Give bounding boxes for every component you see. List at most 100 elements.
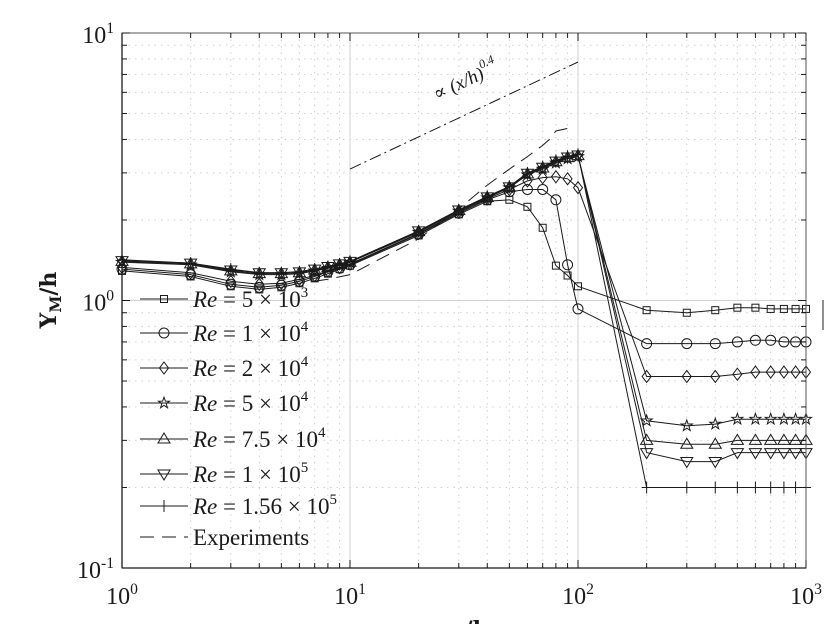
square-marker: [751, 303, 760, 312]
circle-marker: [275, 279, 287, 291]
plus-marker: [453, 203, 464, 216]
square-marker: [779, 304, 788, 313]
x-axis-label: x/h: [451, 617, 488, 624]
circle-marker: [158, 327, 170, 339]
y-tick-label: 100: [82, 288, 114, 317]
series-line: [121, 176, 806, 377]
circle-marker: [521, 183, 533, 195]
triangle-down-marker: [708, 457, 723, 469]
diamond-marker: [276, 276, 287, 291]
diamond-marker: [158, 361, 170, 375]
circle-marker: [537, 183, 549, 195]
diamond-marker: [572, 180, 584, 195]
grid: [122, 33, 806, 568]
diamond-marker: [185, 265, 196, 280]
triangle-up-marker: [730, 433, 745, 445]
diamond-marker: [537, 170, 548, 185]
plus-marker: [550, 154, 561, 167]
triangle-up-marker: [777, 433, 791, 445]
plus-marker: [778, 481, 789, 494]
diamond-marker: [225, 274, 236, 289]
diamond-marker: [562, 171, 573, 186]
legend-item: Re = 7.5 × 104: [140, 425, 326, 452]
series-3: [116, 169, 812, 384]
y-tick-label: 10-1: [77, 555, 114, 584]
diamond-marker: [254, 277, 265, 292]
y-tick-label: 101: [82, 20, 114, 49]
triangle-up-marker: [788, 433, 803, 445]
circle-marker: [765, 334, 777, 346]
circle-marker: [253, 281, 265, 293]
circle-marker: [225, 278, 237, 290]
circle-marker: [731, 336, 743, 348]
x-tick-label: 103: [790, 581, 822, 610]
diamond-marker: [732, 367, 743, 382]
plus-marker: [732, 481, 743, 494]
plus-marker: [681, 481, 692, 494]
square-marker: [160, 295, 168, 303]
square-marker: [255, 285, 264, 294]
triangle-up-marker: [748, 433, 763, 445]
series-7: [117, 148, 811, 494]
plus-marker: [159, 500, 169, 512]
plus-marker: [276, 266, 287, 279]
circle-marker: [641, 338, 653, 350]
plus-marker: [254, 266, 265, 279]
legend-label: Experiments: [193, 525, 309, 550]
star-marker: [776, 411, 791, 426]
circle-marker: [572, 303, 584, 315]
legend-label: Re = 5 × 103: [192, 285, 308, 312]
legend-item: Re = 1 × 104: [140, 319, 309, 346]
diamond-marker: [681, 369, 692, 384]
triangle-up-marker: [708, 437, 723, 449]
plus-marker: [309, 263, 320, 276]
plus-marker: [573, 148, 583, 161]
circle-marker: [749, 334, 761, 346]
x-tick-label: 102: [562, 581, 594, 610]
diamond-marker: [750, 365, 761, 379]
diamond-marker: [765, 365, 776, 379]
star-marker: [730, 411, 745, 426]
legend-item: Re = 1 × 105: [140, 460, 308, 487]
plus-marker: [537, 160, 548, 173]
star-marker: [679, 418, 694, 432]
triangle-down-marker: [777, 448, 791, 460]
circle-marker: [550, 194, 562, 206]
plus-marker: [322, 260, 333, 273]
circle-marker: [709, 338, 721, 350]
legend-label: Re = 1 × 105: [192, 460, 308, 487]
plus-marker: [504, 180, 515, 193]
star-marker: [639, 413, 654, 427]
square-marker: [551, 261, 560, 270]
x-tick-label: 100: [106, 581, 138, 610]
series-line: [121, 199, 806, 314]
triangle-up-marker: [763, 433, 778, 445]
reference-line-path: [349, 61, 579, 170]
legend: Re = 5 × 103 Re = 1 × 104 Re = 2 × 104 Re =…: [140, 285, 337, 550]
series-line: [314, 127, 568, 282]
star-marker: [748, 411, 763, 426]
plus-marker: [710, 481, 721, 494]
diamond-marker: [710, 369, 721, 384]
series-line: [121, 189, 806, 345]
diamond-marker: [790, 365, 801, 379]
plus-marker: [294, 265, 305, 278]
diamond-marker: [778, 365, 790, 379]
y-axis-label: YM/h: [36, 272, 65, 330]
plus-marker: [562, 150, 573, 163]
square-marker: [682, 308, 691, 317]
legend-item: Re = 5 × 103: [140, 285, 308, 312]
triangle-up-marker: [679, 437, 694, 449]
series-line: [121, 153, 806, 488]
circle-marker: [778, 336, 790, 348]
star-marker: [708, 416, 723, 431]
plus-marker: [225, 263, 236, 276]
square-marker: [226, 282, 235, 291]
x-tick-label: 101: [334, 581, 366, 610]
triangle-down-marker: [763, 448, 778, 460]
square-marker: [538, 223, 547, 232]
plus-marker: [334, 257, 345, 270]
reference-line: ∝ (x/h)0.4: [349, 52, 579, 170]
